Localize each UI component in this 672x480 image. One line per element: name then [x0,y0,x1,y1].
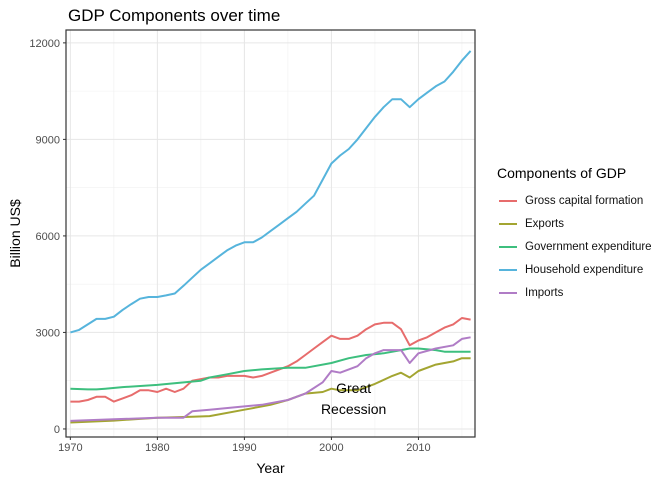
annotation-text: Great [336,380,371,396]
legend-item: Imports [497,281,652,304]
series-line-government-expenditure [70,347,471,391]
legend-item: Exports [497,212,652,235]
x-axis-label: Year [256,460,285,476]
y-tick-label: 3000 [36,327,60,339]
legend-swatch [499,222,517,225]
x-tick-label: 2000 [319,442,343,454]
plot-panel-border [65,29,476,438]
x-tick-label: 1990 [232,442,256,454]
series-line-imports [70,336,471,422]
legend-swatch [499,268,517,271]
legend-label: Household expenditure [525,263,644,276]
y-tick-label: 6000 [36,231,60,243]
y-tick-label: 0 [54,424,60,436]
legend: Components of GDP Gross capital formatio… [497,165,652,304]
legend-item: Household expenditure [497,258,652,281]
legend-swatch [499,245,517,248]
legend-swatch [499,291,517,294]
legend-item: Gross capital formation [497,189,652,212]
x-tick-label: 1970 [58,442,82,454]
series-line-exports [70,357,471,424]
legend-swatch [499,199,517,202]
x-tick-label: 1980 [145,442,169,454]
chart-title: GDP Components over time [68,6,281,25]
legend-label: Gross capital formation [525,194,644,207]
y-tick-label: 12000 [29,38,60,50]
legend-label: Government expenditure [525,240,652,253]
legend-label: Imports [525,286,564,299]
series-line-household-expenditure [70,50,472,334]
y-tick-label: 9000 [36,134,60,146]
legend-item: Government expenditure [497,235,652,258]
legend-title: Components of GDP [497,165,627,181]
legend-label: Exports [525,217,564,230]
annotation-text: Recession [321,401,386,417]
y-axis-label: Billion US$ [7,199,23,268]
series-line-gross-capital-formation [70,317,471,403]
x-tick-label: 2010 [406,442,430,454]
